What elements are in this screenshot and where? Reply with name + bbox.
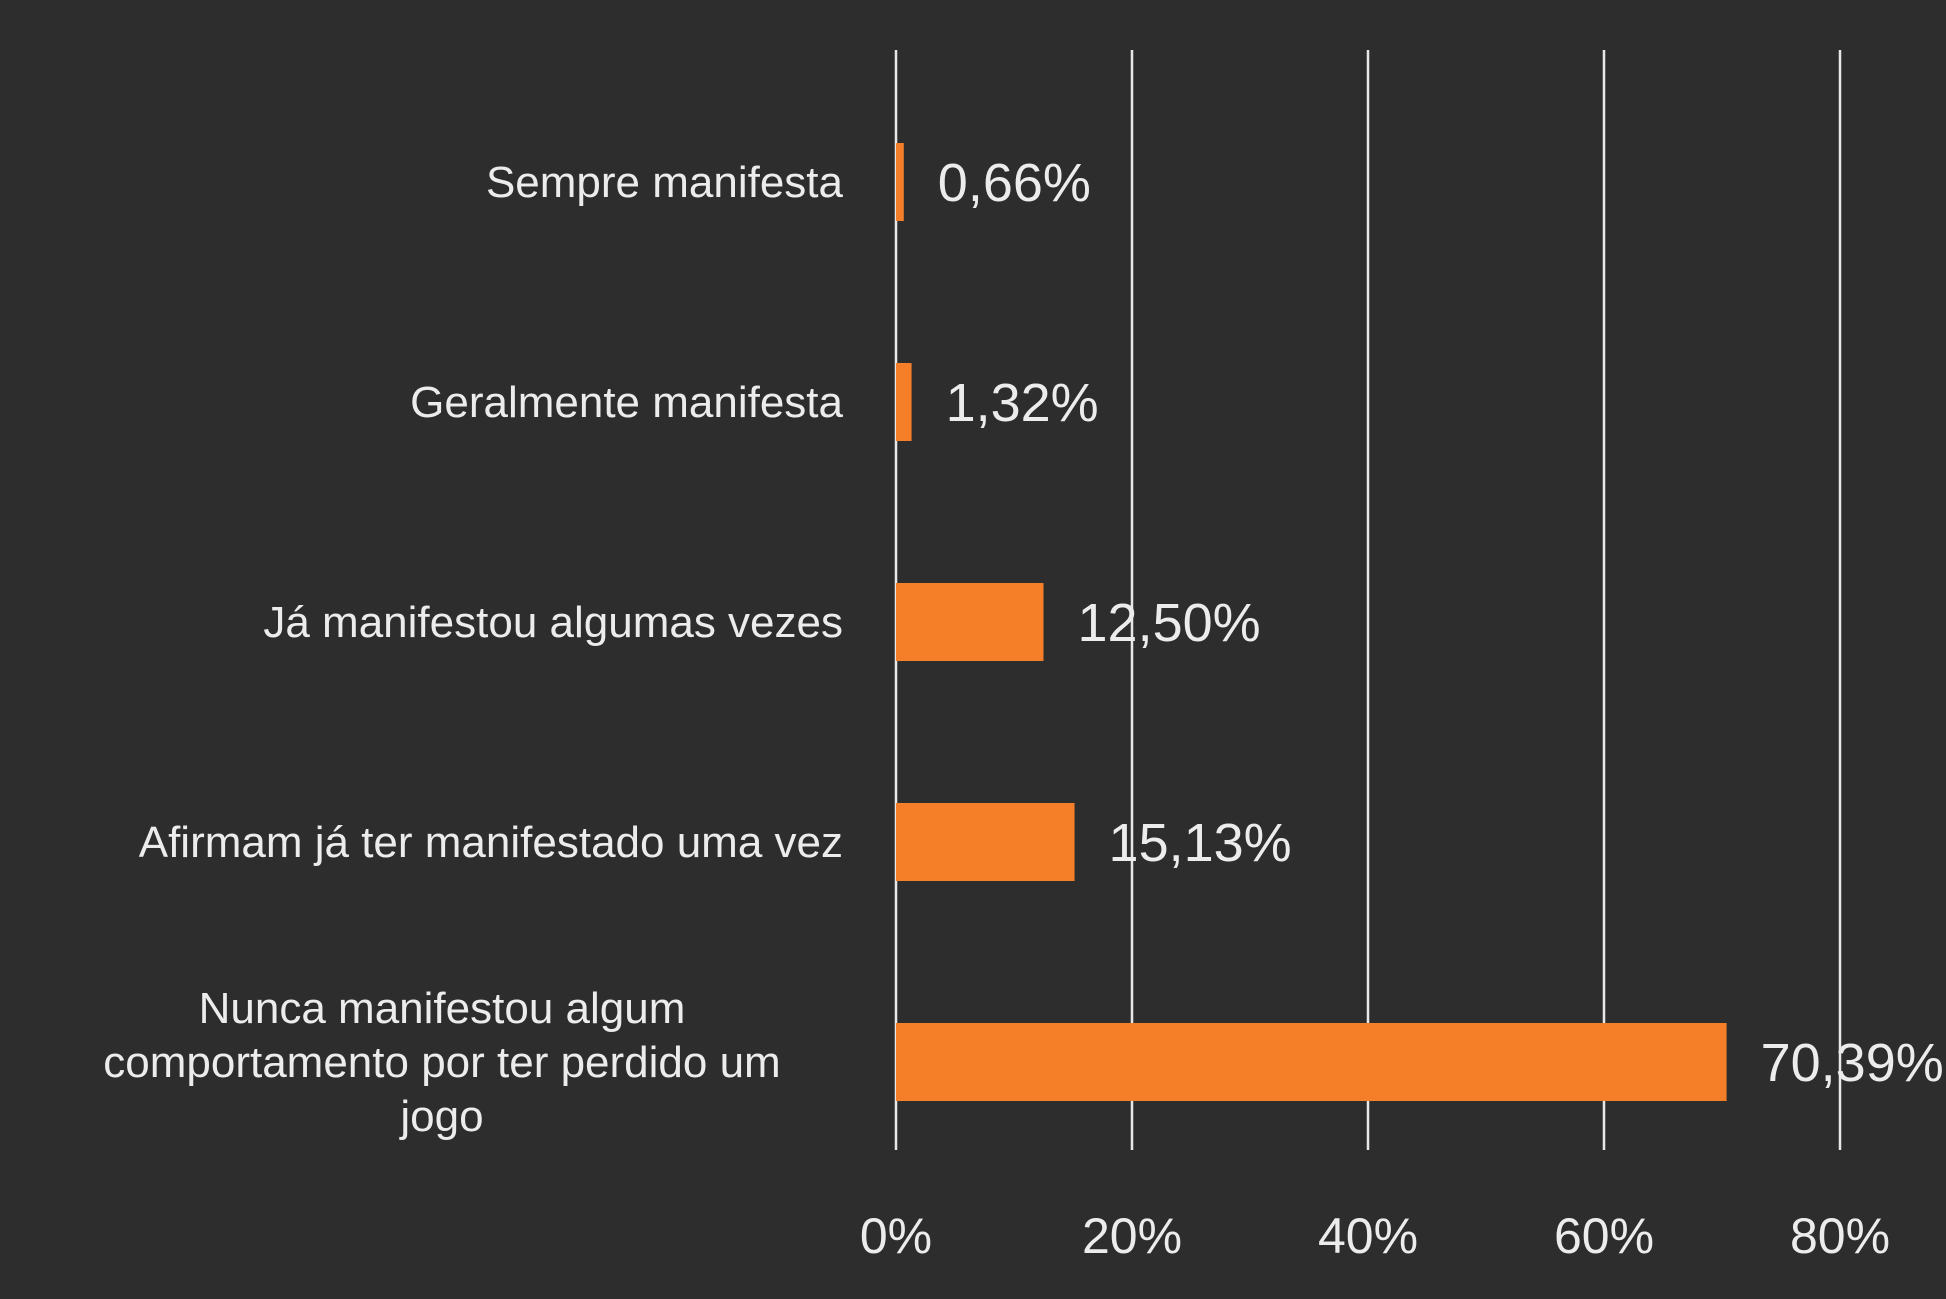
bar-1 xyxy=(896,363,912,441)
category-label-3: Afirmam já ter manifestado uma vez xyxy=(139,818,843,867)
value-labels: 0,66% 1,32% 12,50% 15,13% 70,39% xyxy=(938,153,1944,1093)
x-tick-label-40: 40% xyxy=(1318,1208,1418,1264)
category-label-line: Já manifestou algumas vezes xyxy=(263,598,843,647)
bar-3 xyxy=(896,803,1075,881)
category-label-1: Geralmente manifesta xyxy=(410,378,843,427)
value-label-4: 70,39% xyxy=(1761,1033,1944,1093)
bar-0 xyxy=(896,143,904,221)
x-tick-label-0: 0% xyxy=(860,1208,932,1264)
category-label-2: Já manifestou algumas vezes xyxy=(263,598,843,647)
category-label-line: Sempre manifesta xyxy=(486,158,844,207)
category-label-0: Sempre manifesta xyxy=(486,158,844,207)
category-label-line: comportamento por ter perdido um xyxy=(103,1038,780,1087)
bars xyxy=(896,143,1727,1101)
category-label-line: Afirmam já ter manifestado uma vez xyxy=(139,818,843,867)
value-label-0: 0,66% xyxy=(938,153,1091,213)
bar-2 xyxy=(896,583,1044,661)
value-label-2: 12,50% xyxy=(1078,593,1261,653)
value-label-1: 1,32% xyxy=(946,373,1099,433)
x-axis-ticks: 0% 20% 40% 60% 80% xyxy=(860,1208,1890,1264)
category-label-line: jogo xyxy=(398,1092,483,1141)
category-label-4: Nunca manifestou algum comportamento por … xyxy=(103,984,780,1141)
x-tick-label-20: 20% xyxy=(1082,1208,1182,1264)
bar-4 xyxy=(896,1023,1727,1101)
category-labels: Sempre manifesta Geralmente manifesta Já m… xyxy=(103,158,843,1141)
category-label-line: Geralmente manifesta xyxy=(410,378,843,427)
value-label-3: 15,13% xyxy=(1109,813,1292,873)
gridlines xyxy=(894,50,1842,1150)
category-label-line: Nunca manifestou algum xyxy=(199,984,686,1033)
x-tick-label-80: 80% xyxy=(1790,1208,1890,1264)
x-tick-label-60: 60% xyxy=(1554,1208,1654,1264)
